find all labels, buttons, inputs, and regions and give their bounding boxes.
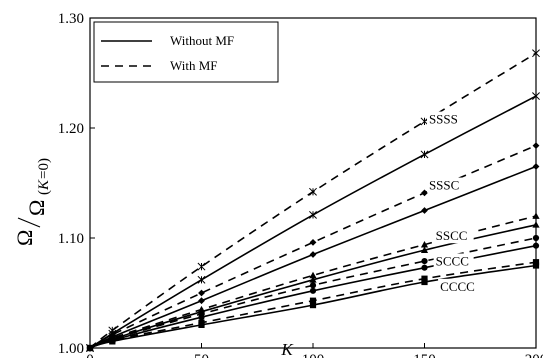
line-ssss-without-mf (89, 95, 537, 349)
y-tick-label: 1.10 (58, 231, 84, 247)
marker-cccc-with-mf (421, 275, 428, 282)
y-axis-label-denominator: Ω (24, 200, 49, 216)
marker-cccc-with-mf (109, 337, 116, 344)
marker-sscc-without-mf (420, 246, 429, 253)
annotation-sscc: SSCC (436, 228, 468, 243)
marker-ssss-without-mf (197, 275, 206, 284)
marker-cccc-without-mf (421, 278, 428, 286)
marker-cccc-without-mf (309, 302, 317, 309)
marker-sscc-without-mf (532, 221, 540, 228)
annotation-bg (426, 177, 467, 193)
marker-ssss-with-mf (532, 49, 540, 58)
marker-cccc-with-mf (86, 344, 94, 352)
marker-sssc-with-mf (309, 239, 317, 246)
x-tick-label: 150 (413, 352, 436, 358)
marker-sssc-with-mf (198, 289, 205, 297)
axis-ticks: 0 50 100 150 200 1.00 1.10 1.20 1.30 (58, 11, 543, 358)
marker-ssss-with-mf (420, 117, 429, 126)
marker-ssss-without-mf (420, 150, 429, 159)
annotation-sssc: SSSC (429, 178, 459, 193)
marker-sccc-without-mf (421, 264, 428, 271)
marker-sccc-without-mf (532, 242, 540, 249)
marker-sssc-without-mf (421, 207, 428, 214)
annotation-cccc: CCCC (440, 279, 475, 294)
marker-ssss-without-mf (532, 92, 540, 101)
annotation-bg (426, 111, 467, 127)
marker-sssc-without-mf (198, 297, 205, 305)
marker-cccc-with-mf (532, 259, 540, 266)
x-tick-label: 50 (194, 352, 209, 358)
y-tick-label: 1.20 (58, 121, 84, 137)
marker-sscc-with-mf (197, 305, 206, 313)
marker-ssss-without-mf (309, 210, 317, 219)
annotation-bg (438, 278, 479, 294)
series-cccc-with-mf (86, 259, 540, 352)
marker-sssc-with-mf (532, 142, 540, 149)
marker-sccc-without-mf (309, 287, 317, 294)
y-axis-label-subscript-open: ( (36, 190, 52, 195)
marker-sssc-with-mf (421, 189, 428, 197)
marker-sccc-with-mf (309, 282, 317, 289)
marker-cccc-with-mf (309, 297, 317, 304)
marker-sscc-without-mf (309, 276, 317, 283)
marker-sccc-with-mf (421, 258, 428, 265)
series-ssss-without-mf (86, 92, 540, 352)
marker-sscc-with-mf (309, 271, 317, 279)
legend: Without MF With MF (93, 21, 279, 83)
annotation-layer: SSSS SSSC SSCC SCCC CCCC (426, 111, 479, 294)
marker-ssss-with-mf (197, 262, 206, 271)
annotation-sccc: SCCC (436, 254, 469, 269)
legend-label-without-mf: Without MF (170, 33, 234, 48)
x-tick-label: 100 (302, 352, 325, 358)
marker-sccc-with-mf (198, 310, 205, 317)
y-tick-label: 1.00 (58, 341, 84, 357)
line-sssc-with-mf (89, 144, 537, 349)
legend-box (93, 21, 279, 83)
marker-sccc-with-mf (532, 234, 540, 242)
marker-sscc-with-mf (532, 212, 540, 219)
marker-cccc-with-mf (198, 319, 205, 326)
marker-sssc-without-mf (532, 163, 540, 170)
annotation-ssss: SSSS (429, 112, 458, 127)
y-tick-label: 1.30 (58, 11, 84, 27)
legend-label-with-mf: With MF (170, 58, 218, 73)
marker-cccc-without-mf (532, 262, 540, 269)
x-tick-label: 200 (525, 352, 543, 358)
y-axis-label-slash (17, 217, 41, 228)
y-axis-label-subscript-rest: =0) (36, 158, 52, 179)
x-axis-label: K (280, 340, 294, 358)
x-tick-label: 0 (86, 352, 94, 358)
marker-sscc-with-mf (420, 241, 429, 248)
marker-ssss-with-mf (309, 187, 317, 196)
y-axis-label-subscript-var: K (36, 179, 52, 191)
y-axis-label-numerator: Ω (12, 230, 37, 246)
annotation-bg (433, 253, 474, 269)
marker-sssc-without-mf (309, 251, 317, 258)
series-layer (86, 49, 540, 352)
annotation-bg (433, 228, 474, 244)
y-axis-label: Ω Ω ( K =0) (12, 158, 52, 246)
